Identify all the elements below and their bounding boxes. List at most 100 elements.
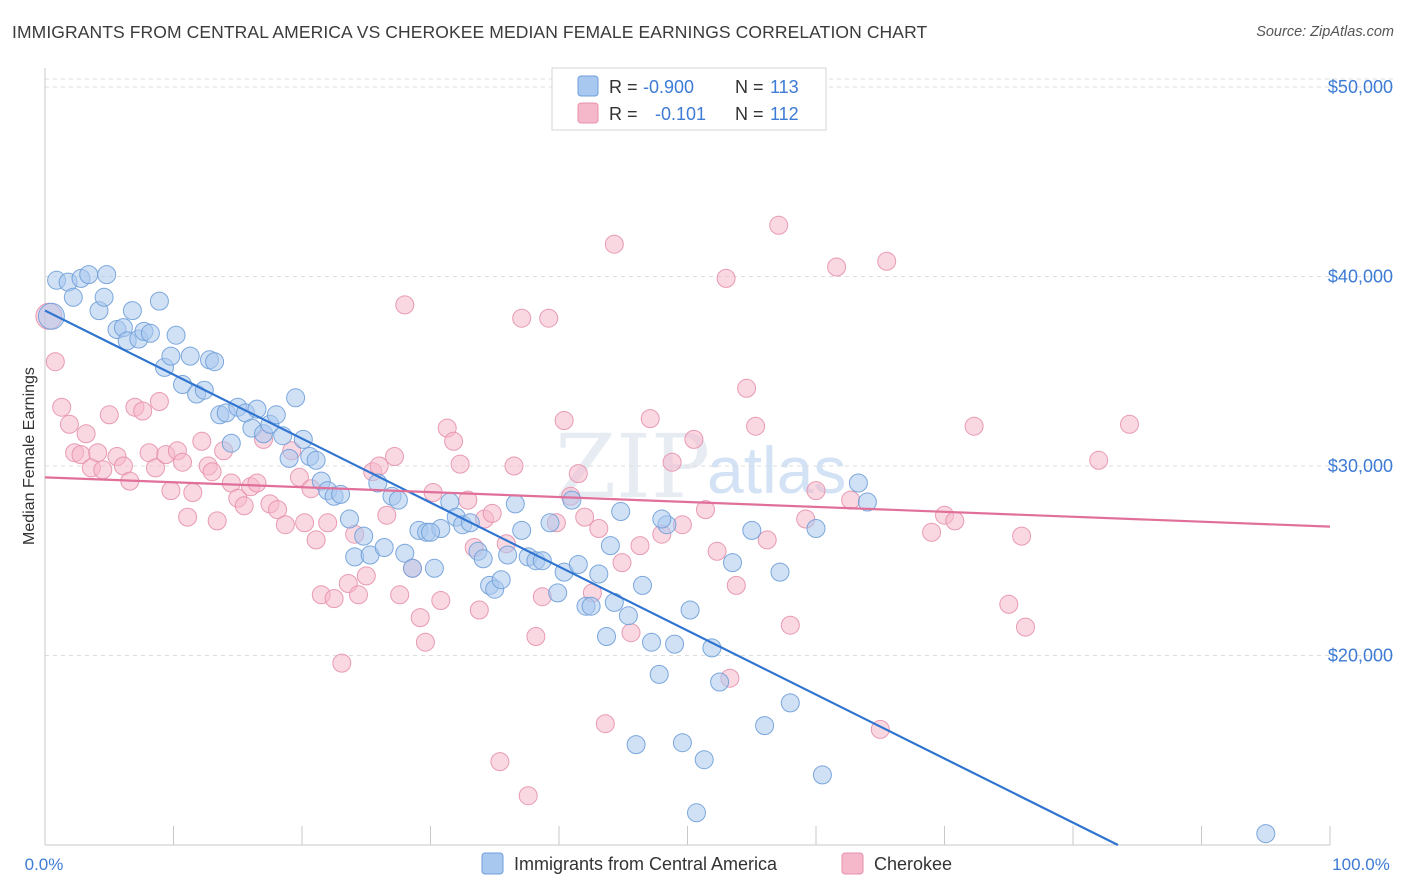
point-central-america: [626, 735, 646, 755]
point-cherokee: [234, 496, 254, 516]
point-cherokee: [183, 483, 203, 502]
legend-r-label-2: R =: [609, 104, 638, 124]
point-central-america: [424, 558, 444, 578]
point-cherokee: [349, 585, 368, 605]
point-cherokee: [385, 447, 404, 466]
point-central-america: [505, 494, 525, 514]
point-cherokee: [716, 268, 736, 288]
point-central-america: [770, 562, 790, 582]
series-legend: Immigrants from Central America Cherokee: [481, 852, 952, 875]
point-cherokee: [207, 511, 227, 531]
y-axis-title: Median Female Earnings: [21, 367, 38, 545]
point-cherokee: [806, 481, 826, 501]
legend-n-value-1: 113: [770, 77, 799, 97]
point-central-america: [279, 448, 299, 468]
point-central-america: [611, 502, 631, 521]
point-central-america: [340, 509, 359, 529]
point-cherokee: [757, 530, 777, 550]
x-axis-ticks: [44, 826, 1331, 845]
point-central-america: [742, 520, 762, 540]
point-cherokee: [841, 490, 861, 510]
point-central-america: [286, 388, 306, 408]
point-cherokee: [1012, 526, 1032, 546]
point-central-america: [672, 733, 692, 753]
point-cherokee: [1120, 414, 1139, 434]
point-central-america: [633, 575, 652, 595]
point-cherokee: [469, 600, 489, 620]
point-cherokee: [178, 507, 198, 527]
point-cherokee: [450, 454, 470, 474]
legend-swatch-pink: [577, 102, 599, 124]
point-cherokee: [99, 405, 119, 425]
point-cherokee: [268, 500, 288, 520]
point-central-america: [548, 583, 568, 603]
x-tick-label-min: 0.0%: [25, 855, 64, 874]
point-cherokee: [410, 608, 430, 628]
point-central-america: [374, 538, 394, 557]
chart-source: Source: ZipAtlas.com: [1256, 24, 1394, 40]
point-central-america: [180, 346, 200, 366]
point-central-america: [723, 553, 742, 573]
point-cherokee: [318, 513, 338, 533]
point-central-america: [806, 519, 826, 538]
point-central-america: [221, 433, 241, 453]
point-central-america: [166, 325, 186, 345]
legend-r-value-1: -0.900: [643, 77, 694, 97]
point-cherokee: [324, 589, 344, 609]
point-central-america: [812, 765, 832, 785]
point-cherokee: [737, 378, 757, 398]
point-cherokee: [568, 464, 588, 484]
point-cherokee: [662, 452, 682, 472]
point-cherokee: [247, 473, 267, 493]
point-central-america: [97, 265, 117, 285]
point-cherokee: [415, 632, 435, 652]
point-central-america: [266, 405, 286, 425]
point-cherokee: [1089, 450, 1109, 470]
data-points: [35, 215, 1276, 844]
point-cherokee: [922, 522, 942, 542]
point-cherokee: [395, 295, 415, 315]
point-central-america: [140, 323, 160, 343]
point-central-america: [649, 664, 669, 684]
point-cherokee: [161, 481, 181, 501]
trend-line-central-america: [44, 309, 1119, 846]
point-central-america: [694, 750, 714, 770]
point-cherokee: [332, 653, 352, 673]
legend-r-value-2: -0.101: [655, 104, 706, 124]
point-central-america: [122, 301, 142, 321]
point-cherokee: [630, 536, 650, 556]
point-cherokee: [589, 519, 609, 538]
point-cherokee: [45, 352, 65, 372]
point-cherokee: [684, 429, 704, 449]
point-central-america: [161, 346, 181, 366]
point-cherokee: [88, 443, 108, 463]
point-cherokee: [146, 458, 165, 478]
y-tick-label: $30,000: [1328, 456, 1393, 476]
point-cherokee: [999, 594, 1019, 614]
point-cherokee: [390, 585, 410, 605]
point-central-america: [403, 558, 422, 578]
point-central-america: [512, 520, 532, 540]
legend-n-label-1: N =: [735, 77, 764, 97]
point-central-america: [94, 287, 114, 307]
point-central-america: [306, 450, 326, 470]
point-cherokee: [877, 251, 897, 271]
point-central-america: [780, 693, 800, 713]
series-legend-swatch-pink: [841, 852, 864, 875]
y-tick-label: $50,000: [1328, 77, 1393, 97]
point-cherokee: [52, 397, 72, 417]
point-cherokee: [76, 424, 96, 444]
point-cherokee: [604, 234, 624, 254]
point-central-america: [149, 291, 169, 311]
point-cherokee: [490, 752, 510, 772]
point-cherokee: [964, 416, 984, 436]
trend-lines: [44, 309, 1331, 846]
point-cherokee: [431, 591, 451, 610]
point-cherokee: [518, 786, 538, 806]
legend-r-label-1: R =: [609, 77, 638, 97]
point-cherokee: [444, 431, 464, 451]
point-cherokee: [377, 505, 397, 525]
point-central-america: [63, 287, 83, 307]
point-central-america: [421, 522, 440, 542]
